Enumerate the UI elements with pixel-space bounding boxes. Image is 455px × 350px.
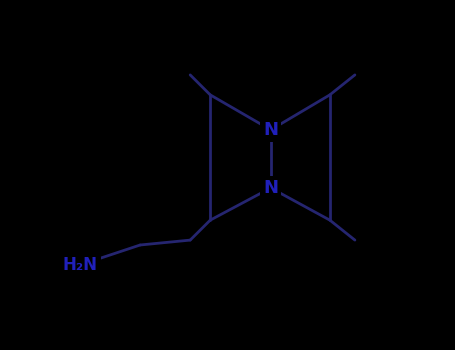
Text: N: N [263,179,278,197]
Text: N: N [263,121,278,139]
Text: H₂N: H₂N [63,256,97,274]
